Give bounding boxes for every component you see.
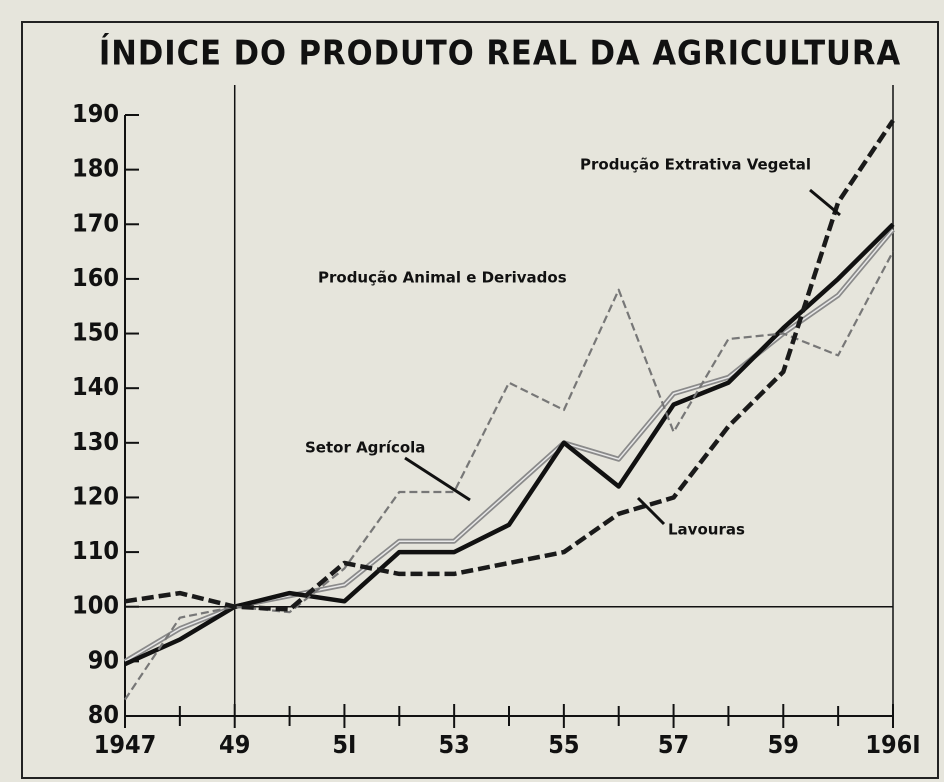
y-tick-label: 100 bbox=[72, 591, 119, 620]
series-line bbox=[124, 119, 895, 612]
leader-line bbox=[636, 496, 666, 526]
series-label: Setor Agrícola bbox=[305, 439, 425, 457]
y-tick-label: 150 bbox=[72, 318, 119, 347]
y-tick-label: 80 bbox=[88, 700, 119, 729]
y-tick-label: 90 bbox=[88, 645, 119, 674]
x-tick-label: 57 bbox=[658, 730, 689, 759]
series-line bbox=[124, 222, 895, 667]
x-tick-label: 5I bbox=[332, 730, 356, 759]
series-label: Produção Extrativa Vegetal bbox=[580, 156, 811, 174]
y-tick-label: 140 bbox=[72, 372, 119, 401]
x-tick-label: 53 bbox=[438, 730, 469, 759]
frame bbox=[21, 21, 939, 779]
leader-line bbox=[809, 188, 841, 217]
series-label: Produção Animal e Derivados bbox=[318, 269, 567, 287]
y-tick-label: 160 bbox=[72, 263, 119, 292]
series-label: Lavouras bbox=[668, 521, 745, 539]
x-tick-label: 55 bbox=[548, 730, 579, 759]
y-tick-label: 180 bbox=[72, 154, 119, 183]
x-tick-label: 49 bbox=[219, 730, 250, 759]
x-tick-label: 59 bbox=[768, 730, 799, 759]
x-tick-label: 1947 bbox=[94, 730, 157, 759]
y-tick-label: 120 bbox=[72, 481, 119, 510]
y-tick-label: 110 bbox=[72, 536, 119, 565]
y-tick-label: 170 bbox=[72, 208, 119, 237]
y-tick-label: 190 bbox=[72, 99, 119, 128]
x-tick-label: 196I bbox=[865, 730, 920, 759]
chart-title: ÍNDICE DO PRODUTO REAL DA AGRICULTURA bbox=[99, 33, 901, 74]
leader-line bbox=[404, 456, 471, 502]
y-tick-label: 130 bbox=[72, 427, 119, 456]
